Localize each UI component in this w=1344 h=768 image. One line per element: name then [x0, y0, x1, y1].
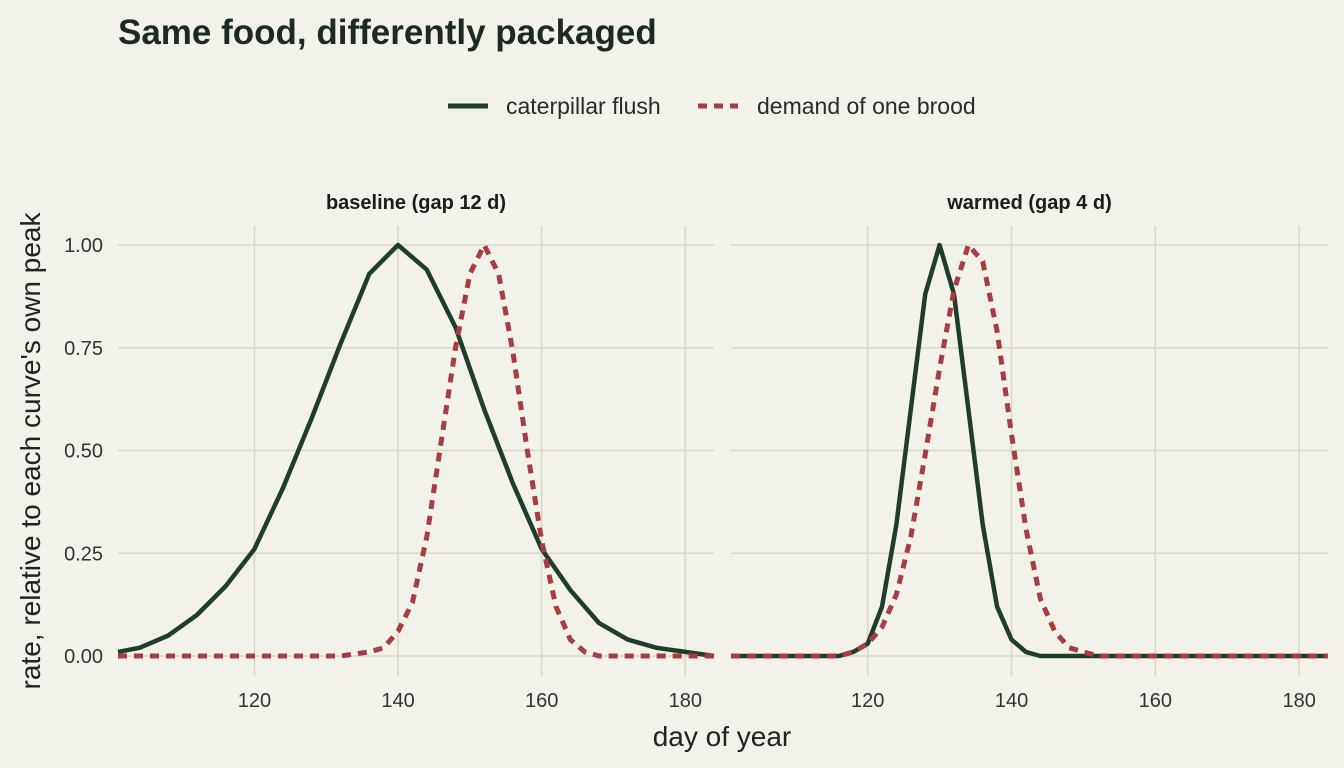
- legend: caterpillar flush demand of one brood: [448, 93, 976, 119]
- x-axis-title: day of year: [653, 721, 792, 752]
- panel-2-x-tick-120: 120: [851, 690, 884, 712]
- legend-label-1: caterpillar flush: [506, 93, 661, 119]
- panel-2-x-tick-160: 160: [1139, 690, 1172, 712]
- legend-item-1: caterpillar flush: [448, 93, 661, 119]
- panel-1-x-tick-140: 140: [381, 690, 414, 712]
- chart-title: Same food, differently packaged: [118, 13, 657, 52]
- y-tick-1: 0.25: [64, 543, 103, 565]
- panel-2: warmed (gap 4 d) 120 140 160 180: [731, 192, 1328, 712]
- panel-1-x-tick-120: 120: [238, 690, 271, 712]
- y-tick-3: 0.75: [64, 338, 103, 360]
- panel-1: baseline (gap 12 d) 120 140 160 180 0.00 0.25 0…: [64, 192, 715, 712]
- panel-1-x-tick-180: 180: [669, 690, 702, 712]
- panel-1-label: baseline (gap 12 d): [326, 192, 506, 214]
- panel-2-label: warmed (gap 4 d): [946, 192, 1111, 214]
- legend-item-2: demand of one brood: [698, 93, 976, 119]
- y-tick-4: 1.00: [64, 235, 103, 257]
- panel-1-x-tick-160: 160: [525, 690, 558, 712]
- y-tick-0: 0.00: [64, 646, 103, 668]
- panel-1-series-2-line: [118, 242, 714, 659]
- panels: baseline (gap 12 d) 120 140 160 180 0.00 0.25 0…: [64, 192, 1328, 712]
- legend-label-2: demand of one brood: [757, 93, 976, 119]
- y-tick-2: 0.50: [64, 441, 103, 463]
- y-axis-title: rate, relative to each curve's own peak: [15, 212, 46, 690]
- panel-2-x-tick-180: 180: [1283, 690, 1316, 712]
- panel-2-x-tick-140: 140: [995, 690, 1028, 712]
- panel-1-series-1-line: [117, 242, 715, 659]
